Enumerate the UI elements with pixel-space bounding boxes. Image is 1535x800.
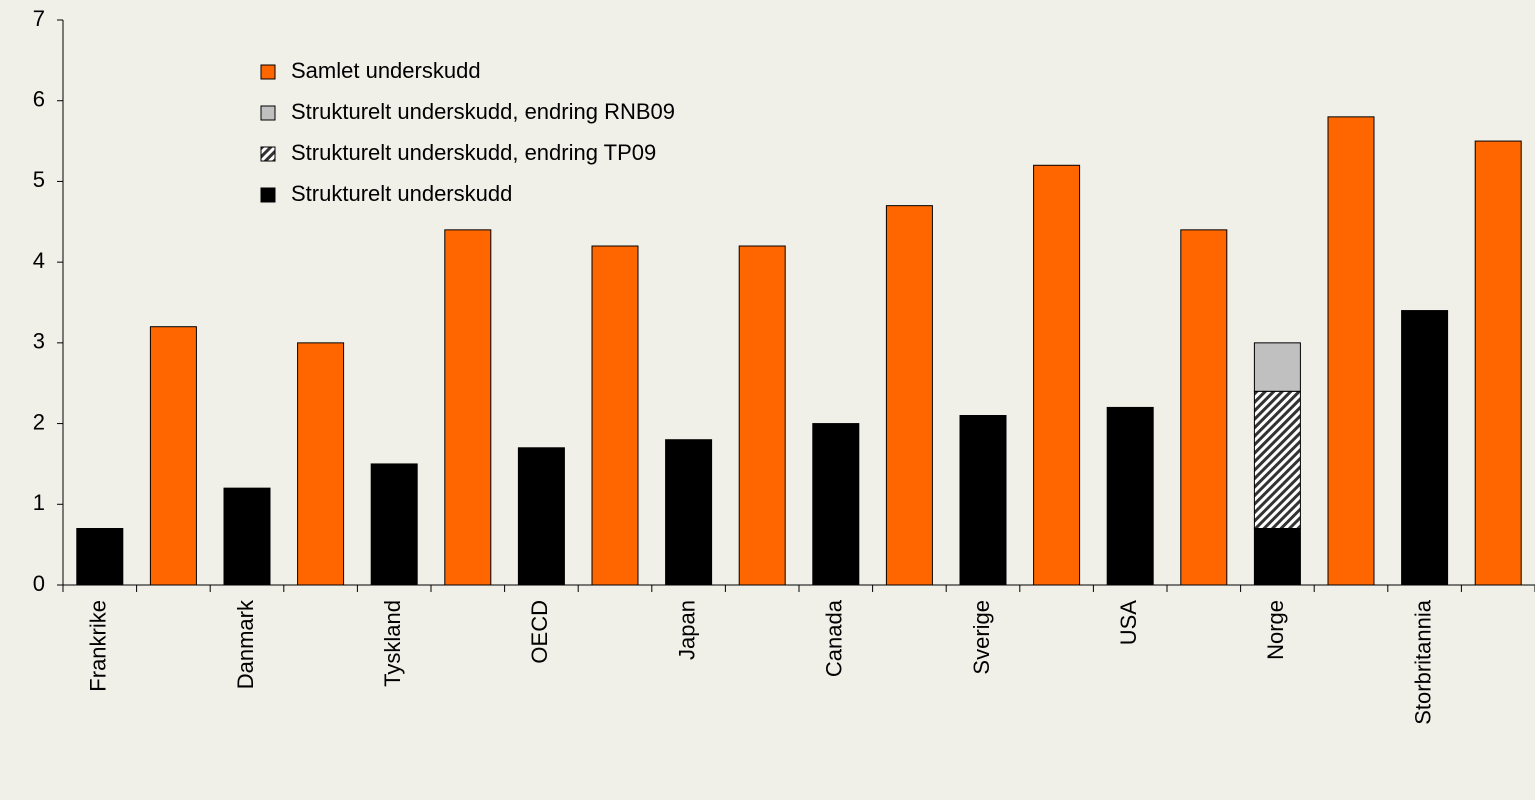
bar	[1253, 528, 1301, 586]
x-tick-label: Tyskland	[380, 600, 405, 687]
bar	[1474, 140, 1522, 586]
bar	[738, 245, 786, 586]
x-tick-label: OECD	[527, 600, 552, 664]
bar	[1106, 406, 1154, 586]
bar	[591, 245, 639, 586]
bar	[1253, 342, 1301, 392]
legend-swatch	[260, 187, 276, 203]
y-tick-label: 0	[33, 571, 45, 596]
x-tick-label: Norge	[1263, 600, 1288, 660]
bar	[517, 447, 565, 586]
legend-label: Strukturelt underskudd, endring TP09	[291, 140, 656, 165]
y-tick-label: 1	[33, 490, 45, 515]
y-tick-label: 5	[33, 167, 45, 192]
legend-label: Samlet underskudd	[291, 58, 481, 83]
x-tick-label: Sverige	[969, 600, 994, 675]
bar	[665, 439, 713, 586]
x-tick-label: Storbritannia	[1410, 599, 1435, 725]
bar	[370, 463, 418, 586]
bar	[1253, 390, 1301, 529]
bar	[223, 487, 271, 586]
bar	[959, 415, 1007, 586]
legend-label: Strukturelt underskudd	[291, 181, 512, 206]
bar	[1401, 310, 1449, 586]
legend-swatch	[260, 105, 276, 121]
bar	[885, 205, 933, 586]
bar	[1033, 164, 1081, 586]
bar	[1327, 116, 1375, 586]
y-tick-label: 3	[33, 329, 45, 354]
y-tick-label: 7	[33, 6, 45, 31]
legend-swatch	[260, 146, 276, 162]
x-tick-label: USA	[1116, 600, 1141, 646]
x-tick-label: Canada	[822, 599, 847, 677]
bar	[76, 528, 124, 586]
x-tick-label: Japan	[674, 600, 699, 660]
bar	[297, 342, 345, 586]
x-tick-label: Frankrike	[86, 600, 111, 692]
x-tick-label: Danmark	[233, 599, 258, 689]
bar	[444, 229, 492, 586]
legend-label: Strukturelt underskudd, endring RNB09	[291, 99, 675, 124]
bar	[812, 423, 860, 586]
y-tick-label: 4	[33, 248, 45, 273]
bar	[1180, 229, 1228, 586]
y-tick-label: 6	[33, 87, 45, 112]
y-tick-label: 2	[33, 409, 45, 434]
bar	[149, 326, 197, 586]
legend-swatch	[260, 64, 276, 80]
